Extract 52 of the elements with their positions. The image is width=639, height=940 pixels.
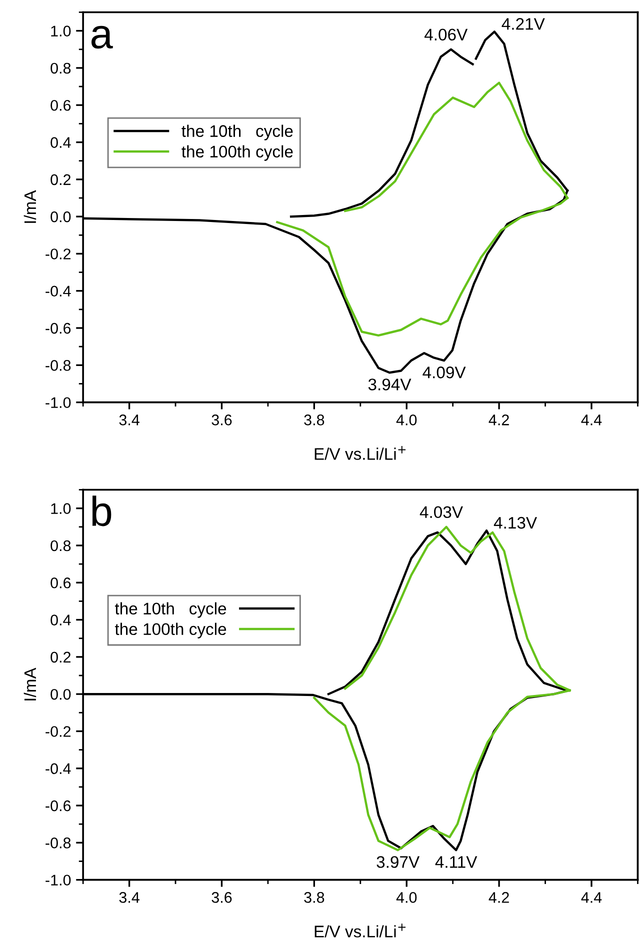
- legend-label: the 100th cycle: [114, 622, 226, 638]
- x-tick-label: 4.0: [396, 414, 417, 426]
- x-tick-label: 3.8: [304, 414, 324, 426]
- y-tick-label: 0.4: [50, 137, 71, 148]
- y-tick-label: -0.6: [46, 800, 71, 812]
- y-tick-label: -0.4: [46, 763, 71, 774]
- y-tick-label: 1.0: [51, 503, 71, 514]
- annotation: 4.13V: [494, 516, 538, 529]
- annotation: 4.21V: [502, 18, 545, 30]
- annotation: 4.06V: [424, 28, 468, 41]
- x-tick-label: 3.4: [119, 892, 140, 903]
- y-tick-label: 0.6: [50, 577, 71, 588]
- x-tick-label: 3.6: [212, 892, 232, 903]
- y-tick-label: -1.0: [46, 397, 71, 408]
- y-tick-label: 0.2: [50, 652, 70, 663]
- y-tick-label: 1.0: [51, 26, 71, 36]
- chart-title: b: [92, 496, 112, 526]
- y-axis-title: I/mA: [24, 190, 36, 223]
- y-tick-label: 0.0: [50, 211, 71, 222]
- x-tick-label: 3.6: [212, 414, 232, 426]
- y-tick-label: 0.6: [50, 100, 71, 111]
- y-tick-label: -0.8: [46, 360, 71, 371]
- y-tick-label: -1.0: [46, 874, 71, 886]
- y-tick-label: 0.0: [50, 688, 71, 700]
- x-tick-label: 4.4: [581, 892, 602, 903]
- y-tick-label: -0.6: [46, 322, 71, 334]
- x-tick-label: 3.4: [119, 414, 140, 426]
- annotation: 3.97V: [376, 856, 420, 868]
- x-axis-title: E/V vs.Li/Li$^{+}$: [314, 924, 406, 938]
- x-tick-label: 4.2: [488, 414, 509, 426]
- y-axis-title: I/mA: [24, 668, 36, 700]
- annotation: 4.09V: [422, 366, 466, 378]
- chart-title: a: [91, 26, 113, 49]
- legend-label: the 10th cycle: [114, 602, 226, 618]
- x-tick-label: 4.4: [581, 414, 602, 426]
- y-tick-label: -0.4: [46, 286, 71, 297]
- legend-label: the 100th cycle: [182, 145, 293, 161]
- y-tick-label: 0.8: [50, 62, 71, 74]
- x-tick-label: 4.2: [488, 892, 509, 903]
- annotation: 3.94V: [368, 378, 412, 390]
- x-axis-title: E/V vs.Li/Li$^{+}$: [314, 446, 406, 460]
- y-tick-label: -0.2: [46, 726, 70, 737]
- x-tick-label: 4.0: [396, 892, 417, 903]
- legend-label: the 10th cycle: [182, 124, 293, 140]
- y-tick-label: 0.4: [50, 614, 71, 626]
- annotation: 4.03V: [420, 506, 463, 518]
- annotation: 4.11V: [435, 856, 478, 868]
- x-tick-label: 3.8: [304, 892, 324, 903]
- y-tick-label: 0.8: [50, 540, 71, 552]
- y-tick-label: -0.2: [46, 248, 70, 260]
- y-tick-label: -0.8: [46, 838, 71, 848]
- y-tick-label: 0.2: [50, 174, 70, 186]
